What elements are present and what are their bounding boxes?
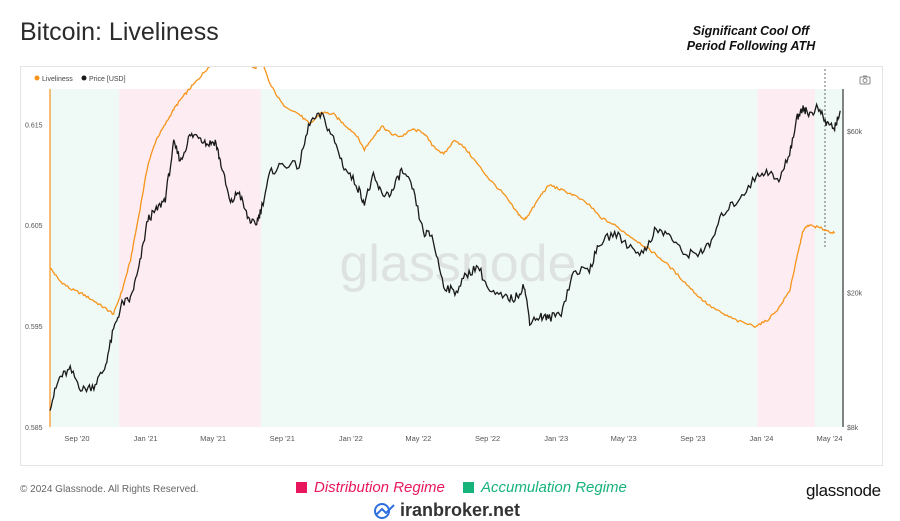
- x-tick-label: May '21: [200, 434, 226, 443]
- site-name: iranbroker.net: [400, 500, 521, 520]
- distribution-legend: Distribution Regime: [296, 479, 445, 496]
- legend-label-price[interactable]: Price [USD]: [89, 76, 126, 83]
- left-tick-label: 0.605: [25, 223, 43, 230]
- chart-frame: Liveliness Price [USD] glassnode 0.585 0.…: [20, 52, 883, 466]
- x-tick-label: Jan '23: [544, 434, 568, 443]
- liveliness-chart: Liveliness Price [USD] glassnode 0.5850.…: [25, 52, 871, 443]
- x-tick-labels: Sep '20 Jan '21 May '21 Sep '21 Jan '22 May '…: [64, 434, 842, 443]
- left-tick-label: 0.585: [25, 425, 43, 432]
- regime-bands: [50, 89, 843, 427]
- x-tick-label: Jan '21: [134, 434, 158, 443]
- regime-band-accumulation: [50, 89, 120, 427]
- chart-trend-icon: [374, 503, 395, 519]
- series-line-liveliness: [49, 52, 836, 329]
- series-line-price: [49, 102, 841, 411]
- annotation-line-1: Significant Cool Off: [692, 24, 810, 38]
- left-tick-label: 0.595: [25, 324, 43, 331]
- accumulation-swatch: [463, 482, 474, 493]
- annotation-line-2: Period Following ATH: [686, 39, 816, 53]
- chart-title: Bitcoin: Liveliness: [20, 18, 219, 46]
- distribution-swatch: [296, 482, 307, 493]
- legend-dot-liveliness[interactable]: [34, 75, 40, 81]
- legend-dot-price[interactable]: [81, 75, 87, 81]
- accumulation-label: Accumulation Regime: [481, 479, 627, 496]
- right-tick-label: $20k: [847, 290, 863, 297]
- accumulation-legend: Accumulation Regime: [463, 479, 627, 496]
- legend-label-liveliness[interactable]: Liveliness: [42, 76, 73, 83]
- chart-legend: Liveliness Price [USD]: [34, 75, 126, 83]
- x-tick-label: Sep '20: [64, 434, 89, 443]
- copyright-text: © 2024 Glassnode. All Rights Reserved.: [20, 484, 199, 495]
- regime-band-distribution: [119, 89, 261, 427]
- x-tick-label: Sep '23: [680, 434, 705, 443]
- left-tick-labels: 0.585 0.595 0.605 0.615: [25, 122, 43, 432]
- brand-logo: glassnode: [806, 481, 881, 500]
- site-watermark: iranbroker.net: [374, 500, 520, 521]
- x-tick-label: Jan '24: [749, 434, 773, 443]
- distribution-label: Distribution Regime: [314, 479, 445, 496]
- right-tick-labels: $8k $20k $60k: [847, 129, 863, 432]
- x-tick-label: May '22: [405, 434, 431, 443]
- right-tick-label: $60k: [847, 129, 863, 136]
- x-tick-label: Sep '22: [475, 434, 500, 443]
- camera-icon[interactable]: [859, 75, 871, 85]
- x-tick-label: May '24: [816, 434, 842, 443]
- x-tick-label: Sep '21: [270, 434, 295, 443]
- ath-annotation: Significant Cool Off Period Following AT…: [676, 24, 826, 54]
- left-tick-label: 0.615: [25, 122, 43, 129]
- background-watermark: glassnode: [339, 235, 576, 293]
- x-tick-label: Jan '22: [339, 434, 363, 443]
- x-tick-label: May '23: [611, 434, 637, 443]
- regime-band-distribution: [757, 89, 815, 427]
- regime-band-accumulation: [814, 89, 843, 427]
- right-tick-label: $8k: [847, 425, 859, 432]
- regime-band-accumulation: [260, 89, 758, 427]
